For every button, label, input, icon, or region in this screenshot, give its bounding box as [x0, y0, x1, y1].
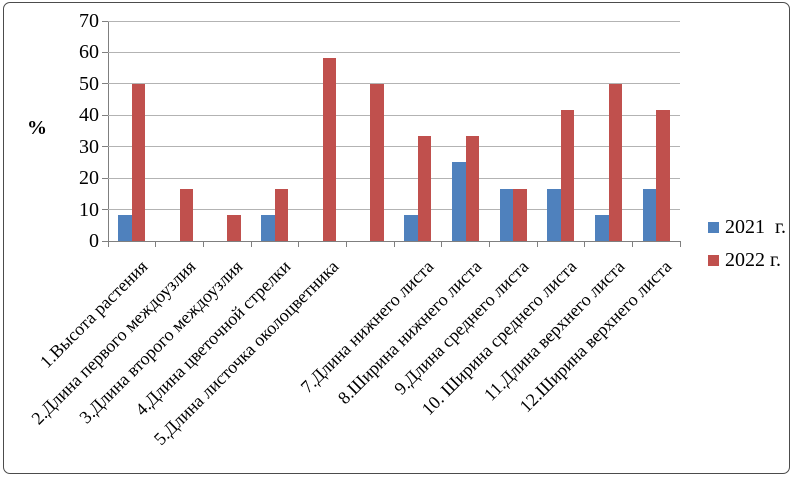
- bar-2021: [261, 214, 275, 241]
- x-axis-tick: [345, 241, 347, 247]
- y-axis-tick: [102, 240, 108, 242]
- legend: 2021 г. 2022 г.: [708, 216, 786, 271]
- x-axis-line: [102, 241, 680, 242]
- x-axis-tick: [584, 241, 586, 247]
- bar-2022: [417, 136, 432, 241]
- y-axis-tick-label: 70: [79, 10, 99, 32]
- legend-item-2021: 2021 г.: [708, 216, 786, 238]
- y-axis-tick: [102, 209, 108, 211]
- bar-2022: [322, 57, 336, 241]
- x-axis-label: 3.Длина второго междоузлия: [75, 256, 247, 428]
- plot-area: [102, 20, 681, 247]
- bar-2022: [608, 83, 622, 241]
- x-axis-tick: [631, 241, 633, 247]
- gridline: [108, 209, 680, 211]
- gridline: [108, 146, 680, 148]
- y-axis-tick-label: 40: [79, 104, 99, 127]
- y-axis-tick-label: 20: [79, 167, 99, 190]
- gridline: [108, 177, 680, 179]
- y-axis-tick-label: 60: [79, 41, 99, 64]
- gridline: [108, 51, 680, 53]
- gridline: [108, 20, 680, 22]
- y-axis-tick: [102, 20, 108, 22]
- x-axis-tick: [441, 241, 443, 247]
- bar-2022: [656, 109, 670, 241]
- x-axis-tick: [202, 241, 204, 247]
- bar-2022: [227, 214, 241, 241]
- legend-swatch-2022: [708, 254, 719, 266]
- bar-2021: [404, 214, 418, 241]
- y-axis-line: [108, 21, 109, 241]
- legend-item-2022: 2022 г.: [708, 249, 786, 271]
- y-axis-tick-label: 30: [79, 135, 99, 158]
- y-axis-tick: [102, 114, 108, 116]
- x-axis-tick: [298, 241, 300, 247]
- legend-label-2021: 2021 г.: [725, 216, 786, 238]
- bar-2021: [547, 188, 561, 241]
- x-axis-label: 9.Длина среднего листа: [390, 256, 533, 399]
- x-axis-tick: [393, 241, 395, 247]
- bar-2021: [452, 162, 466, 241]
- x-axis-tick: [107, 241, 109, 247]
- y-axis-tick-label: 10: [79, 198, 99, 221]
- x-axis-tick: [250, 241, 252, 247]
- bar-2021: [595, 214, 609, 241]
- bar-2021: [499, 188, 514, 241]
- x-axis-tick: [155, 241, 157, 247]
- y-axis-tick: [102, 83, 108, 85]
- y-axis-tick: [102, 146, 108, 148]
- bar-2022: [179, 188, 193, 241]
- y-axis-tick: [102, 51, 108, 53]
- x-axis-tick: [536, 241, 538, 247]
- y-axis-tick: [102, 177, 108, 179]
- gridline: [108, 114, 680, 116]
- bar-2021: [642, 188, 657, 241]
- bar-2022: [131, 83, 146, 241]
- legend-swatch-2021: [708, 221, 719, 233]
- y-axis-title: %: [27, 117, 47, 139]
- bar-2022: [465, 136, 479, 241]
- x-axis-tick: [488, 241, 490, 247]
- bar-2022: [560, 109, 575, 241]
- legend-label-2022: 2022 г.: [725, 249, 781, 271]
- y-axis-tick-label: 50: [79, 72, 99, 95]
- x-axis-tick: [679, 241, 681, 247]
- bar-2021: [118, 214, 132, 241]
- bar-2022: [274, 188, 289, 241]
- bar-2022: [513, 188, 527, 241]
- gridline: [108, 83, 680, 85]
- bar-2022: [370, 83, 384, 241]
- y-axis-tick-label: 0: [89, 230, 99, 252]
